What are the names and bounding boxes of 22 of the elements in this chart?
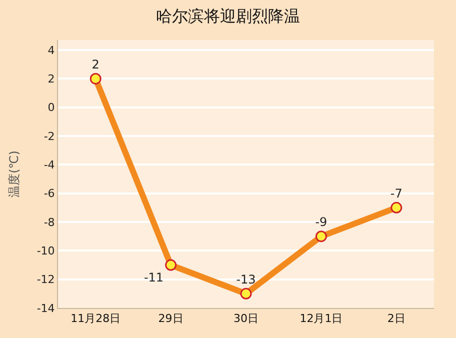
x-tick-label: 29日 bbox=[158, 312, 184, 326]
data-label: -11 bbox=[144, 270, 164, 284]
x-tick-label: 12月1日 bbox=[300, 312, 343, 326]
y-tick-label: -10 bbox=[36, 244, 55, 258]
y-tick-label: -6 bbox=[44, 187, 55, 200]
x-tick-label: 11月28日 bbox=[70, 312, 121, 326]
y-tick-label: 4 bbox=[48, 44, 55, 57]
y-tick-label: -2 bbox=[44, 130, 55, 143]
x-tick-label: 2日 bbox=[387, 312, 406, 326]
y-axis-title: 温度(℃) bbox=[7, 150, 22, 198]
data-label: 2 bbox=[92, 57, 100, 72]
data-label: -13 bbox=[236, 272, 256, 286]
data-label: -9 bbox=[315, 215, 328, 230]
data-label: -7 bbox=[390, 186, 402, 200]
y-tick-label: -12 bbox=[36, 273, 55, 286]
chart-title: 哈尔滨将迎剧烈降温 bbox=[156, 6, 300, 26]
y-tick-label: -4 bbox=[44, 158, 55, 172]
y-tick-label: -8 bbox=[44, 216, 55, 229]
y-tick-label: 0 bbox=[48, 101, 55, 114]
x-tick-label: 30日 bbox=[234, 312, 258, 326]
y-tick-label: -14 bbox=[36, 302, 55, 315]
y-tick-label: 2 bbox=[48, 72, 55, 86]
